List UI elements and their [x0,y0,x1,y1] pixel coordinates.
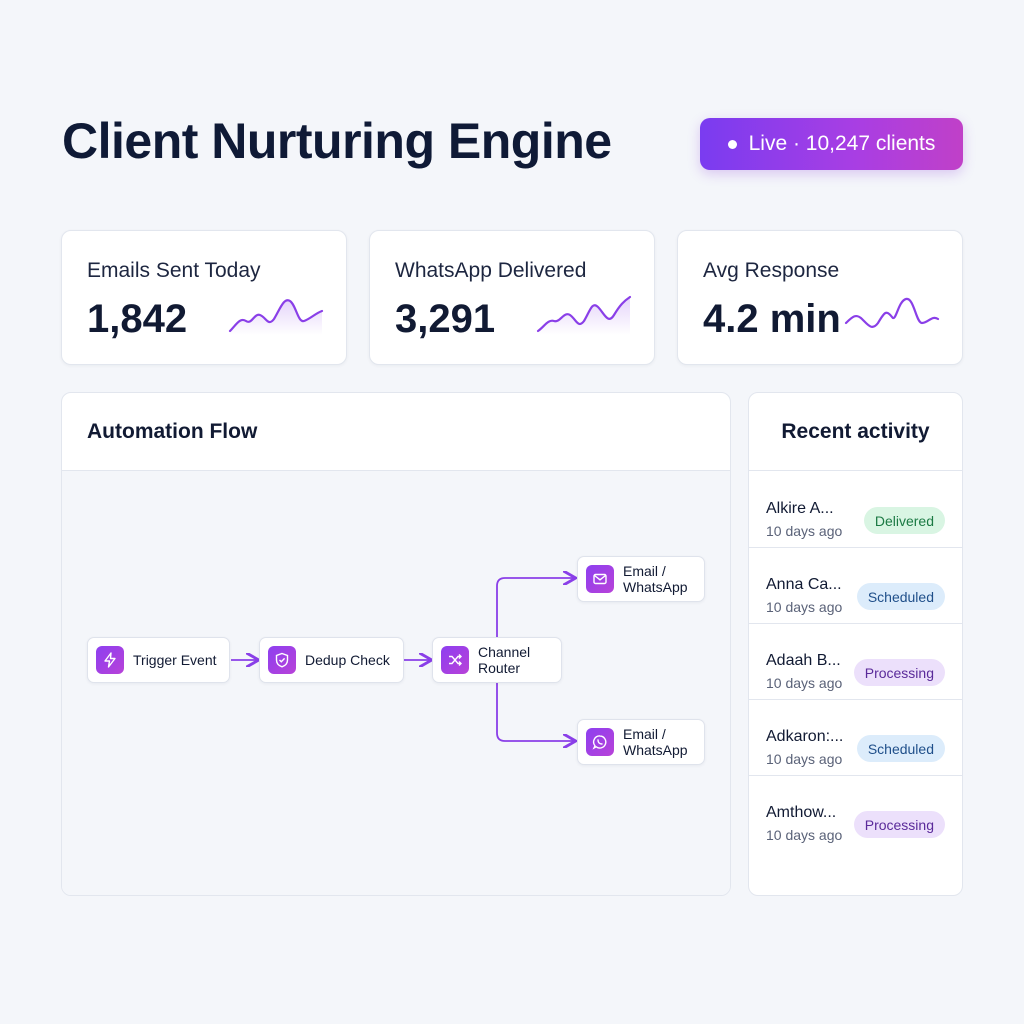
activity-row[interactable]: Amthow... 10 days ago Processing [749,776,962,852]
live-dot-icon [727,139,737,149]
node-label: Email / WhatsApp [623,726,688,758]
page-title: Client Nurturing Engine [62,113,612,169]
stat-label: Emails Sent Today [87,259,261,282]
whatsapp-icon [586,728,614,756]
live-badge-label: Live · 10,247 clients [748,132,936,155]
stat-value: 3,291 [395,297,496,341]
node-label: Dedup Check [305,652,390,668]
automation-flow-panel: Automation Flow Trigger Event Dedup Chec… [61,392,731,896]
activity-client-name: Amthow... [766,804,837,821]
stat-label: Avg Response [703,259,840,282]
node-label: Trigger Event [133,652,217,668]
stat-card-response: Avg Response 4.2 min [677,230,963,365]
activity-time: 10 days ago [766,827,843,843]
stat-value: 1,842 [87,297,188,341]
flow-node-dedup[interactable]: Dedup Check [259,637,404,683]
flow-canvas: Trigger Event Dedup Check Channel Router… [62,471,730,895]
node-label: Email / WhatsApp [623,563,688,595]
flow-node-email-whatsapp[interactable]: Email / WhatsApp [577,719,705,765]
stat-value: 4.2 min [703,297,841,341]
activity-row[interactable]: Anna Ca... 10 days ago Scheduled [749,548,962,624]
recent-activity-panel: Recent activity Alkire A... 10 days ago … [748,392,963,896]
activity-client-name: Adkaron:... [766,728,844,745]
stat-label: WhatsApp Delivered [395,259,587,282]
flow-node-trigger[interactable]: Trigger Event [87,637,230,683]
activity-time: 10 days ago [766,751,843,767]
status-badge: Scheduled [856,735,945,762]
panel-title: Automation Flow [62,393,730,471]
activity-client-name: Anna Ca... [766,576,842,593]
activity-row[interactable]: Alkire A... 10 days ago Delivered [749,472,962,548]
activity-row[interactable]: Adkaron:... 10 days ago Scheduled [749,700,962,776]
panel-title: Recent activity [749,393,962,471]
stat-card-whatsapp: WhatsApp Delivered 3,291 [369,230,655,365]
activity-client-name: Alkire A... [766,500,834,517]
status-badge: Scheduled [856,583,945,610]
flow-node-router[interactable]: Channel Router [432,637,562,683]
activity-client-name: Adaah B... [766,652,841,669]
sparkline-chart [844,297,940,328]
node-label: Channel Router [478,644,531,676]
stat-card-emails: Emails Sent Today 1,842 [61,230,347,365]
activity-time: 10 days ago [766,599,843,615]
flow-node-email-whatsapp[interactable]: Email / WhatsApp [577,556,705,602]
status-badge: Processing [853,659,945,686]
shuffle-icon [441,646,469,674]
sparkline-chart [228,299,324,335]
activity-time: 10 days ago [766,523,843,539]
activity-row[interactable]: Adaah B... 10 days ago Processing [749,624,962,700]
flow-connectors [231,471,730,895]
status-badge: Processing [853,811,945,838]
status-badge: Delivered [863,507,945,534]
live-status-badge: Live · 10,247 clients [700,118,963,170]
shield-check-icon [268,646,296,674]
activity-time: 10 days ago [766,675,843,691]
lightning-icon [96,646,124,674]
mail-icon [586,565,614,593]
sparkline-chart [536,295,632,335]
